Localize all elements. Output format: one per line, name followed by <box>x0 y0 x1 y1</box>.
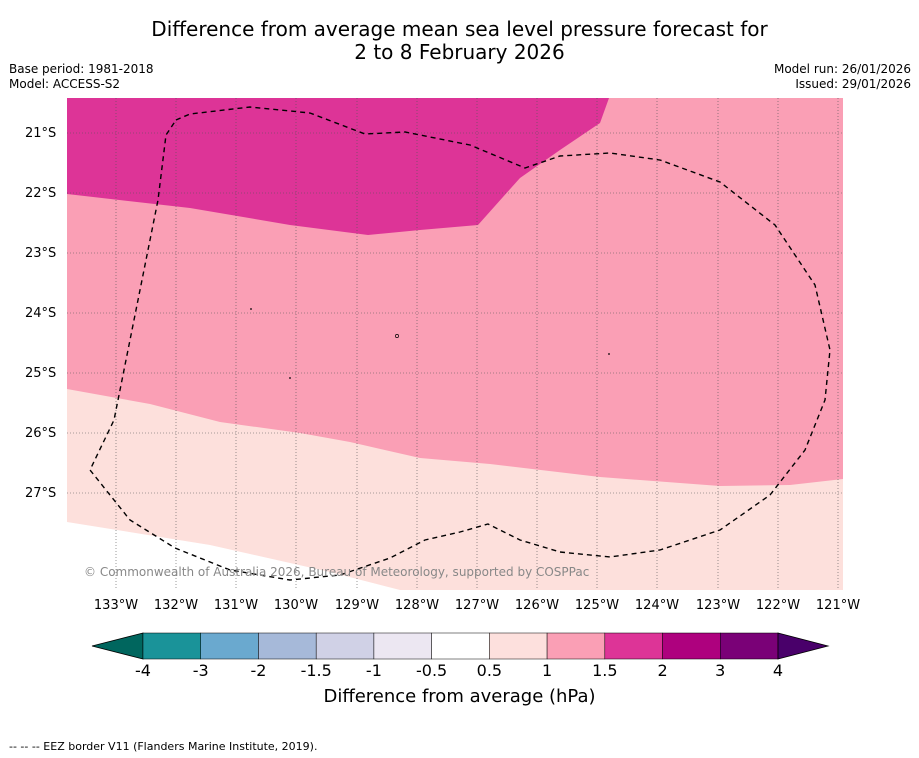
base-period: Base period: 1981-2018 <box>9 62 154 76</box>
colorbar-tick-label: 0.5 <box>476 661 503 680</box>
issued-date: Issued: 29/01/2026 <box>795 77 911 91</box>
colorbar-segment <box>546 632 606 660</box>
lon-label: 130°W <box>273 598 319 613</box>
lat-label: 22°S <box>25 186 57 201</box>
colorbar-tick-label: 3 <box>715 661 726 680</box>
lat-label: 21°S <box>25 126 57 141</box>
model-run: Model run: 26/01/2026 <box>773 62 911 76</box>
lon-label: 132°W <box>153 598 199 613</box>
colorbar-segment <box>720 632 779 660</box>
colorbar-segment <box>142 632 201 660</box>
lon-label: 123°W <box>695 598 741 613</box>
colorbar-segment <box>431 632 490 660</box>
lon-label: 125°W <box>574 598 620 613</box>
colorbar-segment <box>315 632 375 660</box>
island-marker <box>289 377 291 379</box>
lon-label: 121°W <box>815 598 861 613</box>
island-marker <box>395 334 399 338</box>
colorbar-segment <box>200 632 259 660</box>
colorbar-segment <box>489 632 548 660</box>
island-marker <box>250 308 252 310</box>
colorbar-tick-label: -3 <box>192 661 209 680</box>
colorbar-tick-label: -4 <box>135 661 151 680</box>
colorbar-tick-label: 1 <box>541 661 553 680</box>
lat-label: 25°S <box>25 366 57 381</box>
colorbar-tick-label: -0.5 <box>416 661 448 680</box>
colorbar <box>91 632 830 660</box>
model-name: Model: ACCESS-S2 <box>9 77 121 91</box>
colorbar-segment <box>258 632 317 660</box>
meta-left: Base period: 1981-2018 Model: ACCESS-S2 <box>9 62 154 92</box>
lat-label: 26°S <box>25 426 57 441</box>
colorbar-tick-label: -2 <box>250 661 267 680</box>
lon-label: 127°W <box>454 598 500 613</box>
colorbar-tick-label: 1.5 <box>592 661 618 680</box>
colorbar-title: Difference from average (hPa) <box>323 686 596 707</box>
colorbar-extension-low <box>91 632 144 660</box>
pressure-band-1-5-to-2 <box>67 98 609 235</box>
lon-label: 126°W <box>514 598 560 613</box>
colorbar-extension-high <box>777 632 830 660</box>
pressure-band-below-0-5 <box>67 522 400 590</box>
lon-label: 129°W <box>334 598 380 613</box>
chart-title: Difference from average mean sea level p… <box>0 18 919 64</box>
colorbar-segment <box>662 632 721 660</box>
map-gridlines <box>67 98 843 590</box>
lon-label: 122°W <box>755 598 801 613</box>
eez-border-line <box>89 106 831 581</box>
lat-label: 27°S <box>25 486 57 501</box>
title-line-2: 2 to 8 February 2026 <box>354 40 565 64</box>
colorbar-tick-label: 2 <box>657 661 668 680</box>
lon-label: 131°W <box>213 598 259 613</box>
colorbar-tick-label: -1 <box>365 661 382 680</box>
copyright-notice: © Commonwealth of Australia 2026, Bureau… <box>84 565 590 579</box>
title-line-1: Difference from average mean sea level p… <box>151 17 768 41</box>
island-marker <box>608 353 610 355</box>
colorbar-tick-label: -1.5 <box>300 661 332 680</box>
lon-label: 128°W <box>394 598 440 613</box>
eez-legend: -- -- -- EEZ border V11 (Flanders Marine… <box>9 740 318 753</box>
lon-label: 124°W <box>634 598 680 613</box>
lat-label: 23°S <box>25 246 57 261</box>
colorbar-segment <box>604 632 663 660</box>
colorbar-tick-label: 4 <box>772 661 784 680</box>
colorbar-segment <box>373 632 432 660</box>
lat-label: 24°S <box>25 306 57 321</box>
meta-right: Model run: 26/01/2026 Issued: 29/01/2026 <box>774 62 911 92</box>
lon-label: 133°W <box>93 598 139 613</box>
